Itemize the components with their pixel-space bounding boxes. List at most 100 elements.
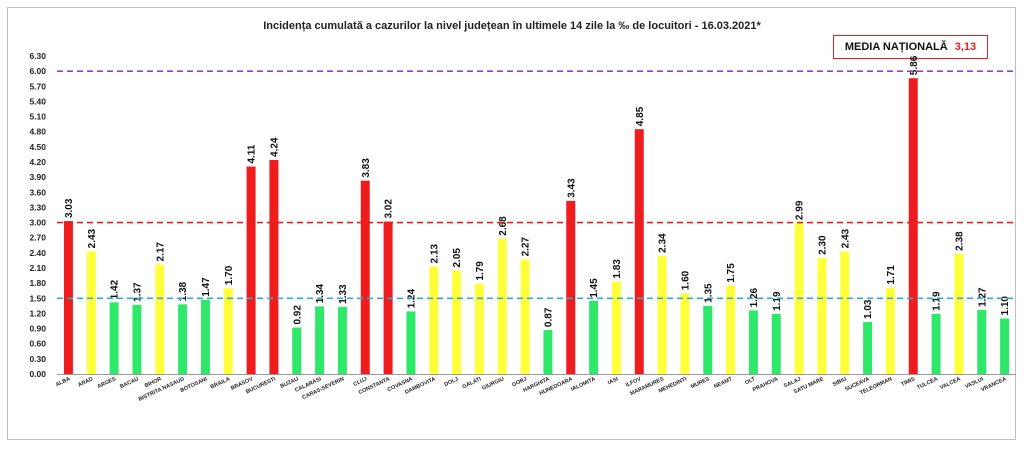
bar [109, 302, 119, 374]
data-label: 2.43 [840, 228, 851, 248]
bar [566, 200, 576, 374]
data-label: 1.71 [886, 265, 897, 285]
x-tick-label: IALOMITA [570, 376, 596, 393]
data-label: 1.45 [589, 278, 600, 298]
y-tick-label: 3.30 [29, 202, 46, 212]
bar [429, 266, 439, 374]
x-tick-label: BACAU [119, 376, 140, 390]
data-label: 2.17 [155, 242, 166, 262]
bar [589, 300, 599, 374]
x-tick-label: BRAILA [210, 376, 231, 390]
data-label: 2.13 [429, 244, 440, 264]
x-tick-label: CARAS-SEVERIN [301, 376, 345, 401]
bar [771, 313, 781, 374]
data-label: 1.47 [201, 277, 212, 297]
data-label: 1.83 [612, 259, 623, 279]
x-tick-label: SIBIU [832, 376, 848, 388]
x-tick-label: GIURGIU [481, 376, 505, 391]
bar [657, 255, 667, 374]
y-tick-label: 2.10 [29, 263, 46, 273]
data-label: 1.34 [315, 283, 326, 303]
data-label: 1.19 [772, 291, 783, 311]
bar [611, 281, 621, 374]
data-label: 2.05 [452, 248, 463, 268]
bar [954, 253, 964, 374]
y-tick-label: 2.70 [29, 233, 46, 243]
x-tick-label: ARGES [97, 376, 118, 390]
data-label: 1.37 [132, 282, 143, 302]
y-tick-label: 1.20 [29, 308, 46, 318]
data-label: 4.24 [269, 137, 280, 157]
x-tick-label: OLT [744, 376, 757, 386]
x-tick-label: VRANCEA [980, 376, 1007, 393]
bar [406, 311, 416, 374]
bar [1000, 318, 1010, 374]
y-tick-label: 6.30 [29, 51, 46, 61]
y-tick-label: 4.50 [29, 142, 46, 152]
x-tick-label: TIMIS [900, 376, 916, 388]
x-tick-label: TULCEA [916, 376, 939, 391]
national-average-value: 3,13 [954, 41, 977, 53]
data-label: 3.03 [64, 198, 75, 218]
bar [703, 305, 713, 374]
data-label: 1.27 [977, 287, 988, 307]
y-tick-label: 5.40 [29, 96, 46, 106]
national-average-label: MEDIA NAȚIONALĂ [844, 41, 948, 53]
y-tick-label: 0.90 [29, 324, 46, 334]
data-label: 3.02 [384, 199, 395, 219]
bar [269, 159, 279, 374]
x-tick-label: DOLJ [444, 376, 460, 388]
bar [726, 285, 736, 374]
x-tick-label: GALATI [462, 376, 483, 390]
bar [543, 330, 553, 374]
bar [908, 78, 918, 374]
x-tick-label: VALCEA [939, 376, 962, 391]
data-label: 2.27 [521, 237, 532, 257]
bar [840, 251, 850, 374]
data-label: 0.92 [292, 305, 303, 325]
bar [86, 251, 96, 374]
data-label: 2.68 [498, 216, 509, 236]
y-tick-label: 5.70 [29, 81, 46, 91]
bar [497, 238, 507, 374]
data-label: 2.34 [658, 233, 669, 253]
data-label: 2.30 [817, 235, 828, 255]
x-tick-label: PRAHOVA [752, 376, 779, 393]
x-tick-label: MURES [690, 376, 711, 390]
data-label: 1.10 [1000, 296, 1011, 316]
y-tick-label: 0.30 [29, 354, 46, 364]
data-label: 1.19 [932, 291, 943, 311]
bar [931, 313, 941, 374]
y-tick-label: 4.80 [29, 127, 46, 137]
data-label: 3.43 [566, 178, 577, 198]
chart-title: Incidența cumulată a cazurilor la nivel … [263, 20, 761, 32]
y-tick-label: 4.20 [29, 157, 46, 167]
data-label: 3.83 [361, 158, 372, 178]
y-tick-label: 1.80 [29, 278, 46, 288]
data-label: 1.75 [726, 263, 737, 283]
data-label: 2.43 [87, 228, 98, 248]
bar [885, 287, 895, 374]
bar [360, 180, 370, 374]
x-tick-label: IASI [607, 376, 620, 386]
bar [315, 306, 325, 374]
bar [863, 322, 873, 374]
bar [634, 129, 644, 374]
bar [155, 264, 165, 374]
bar [132, 304, 142, 374]
x-tick-label: ARAD [77, 376, 94, 388]
y-tick-label: 3.60 [29, 187, 46, 197]
bar [223, 288, 233, 374]
bar [178, 304, 188, 374]
y-tick-label: 6.00 [29, 66, 46, 76]
x-tick-label: NEAMT [713, 376, 734, 390]
bar [337, 306, 347, 374]
y-tick-label: 0.60 [29, 339, 46, 349]
bar [748, 310, 758, 374]
bar [520, 259, 530, 374]
bar [452, 270, 462, 374]
bar [200, 299, 210, 374]
data-label: 1.60 [680, 270, 691, 290]
data-label: 1.38 [178, 281, 189, 301]
